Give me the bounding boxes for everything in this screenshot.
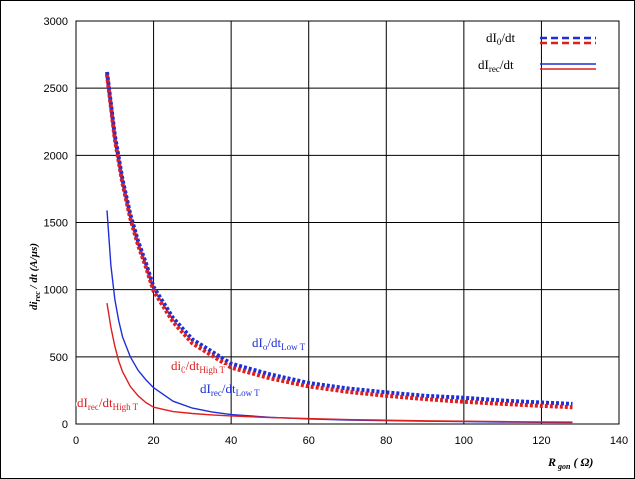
legend-label-1-rest: /dt	[500, 57, 514, 72]
x-tick-label-2: 40	[225, 435, 237, 447]
legend-label-0-rest: /dt	[501, 30, 515, 45]
x-tick-label-4: 80	[380, 435, 392, 447]
y-tick-label-1: 500	[50, 352, 68, 364]
series-line-0	[105, 71, 573, 406]
legend-label-0: dI0/dt	[486, 30, 515, 47]
series-line-3	[106, 302, 573, 423]
series-group	[105, 71, 573, 424]
annotation-0-sub2: Low T	[281, 342, 306, 352]
y-axis-label-main: di	[28, 301, 40, 311]
annotation-1: di0/dtHigh T	[171, 358, 225, 375]
x-axis-label: R gon ( Ω)	[547, 455, 593, 471]
annotation-0-sub: o	[263, 342, 268, 352]
y-axis-label-rest: / dt (A/µs)	[28, 243, 40, 291]
x-axis-label-rest: ( Ω)	[570, 455, 593, 469]
annotation-3-sub2: High T	[113, 402, 139, 412]
y-tick-label-0: 0	[62, 419, 68, 431]
axis-labels: direc / dt (A/µs)R gon ( Ω)	[28, 243, 593, 471]
annotation-1-main: di	[171, 358, 182, 373]
x-tick-label-0: 0	[73, 435, 79, 447]
y-axis-label: direc / dt (A/µs)	[28, 243, 42, 310]
annotation-2-sub2: Low T	[236, 388, 261, 398]
annotation-2-rest: /dt	[222, 381, 236, 396]
axis-ticks: 0 20 40 60 80 100 120 140 0 500 1000 1500 2000 2500 30…	[44, 16, 629, 447]
annotation-1-sub: 0	[181, 365, 186, 375]
x-tick-label-1: 20	[147, 435, 159, 447]
y-tick-label-3: 1500	[44, 218, 68, 230]
y-axis-label-sub: rec	[33, 291, 42, 302]
annotation-3-main: dI	[77, 395, 88, 410]
legend-label-1-sub: rec	[489, 64, 500, 74]
annotation-3: dIrec/dtHigh T	[77, 395, 139, 412]
x-tick-label-6: 120	[532, 435, 550, 447]
y-tick-label-6: 3000	[44, 16, 68, 28]
y-tick-label-5: 2500	[44, 83, 68, 95]
y-tick-label-4: 2000	[44, 150, 68, 162]
legend-label-1: dIrec/dt	[478, 57, 514, 74]
legend-label-0-main: dI	[486, 30, 497, 45]
legend-label-0-sub: 0	[497, 37, 502, 47]
legend-label-1-main: dI	[478, 57, 489, 72]
annotation-2: dIrec/dtLow T	[200, 381, 260, 398]
annotation-0: dIo/dtLow T	[252, 335, 306, 352]
annotation-3-rest: /dt	[99, 395, 113, 410]
annotation-2-main: dI	[200, 381, 211, 396]
annotation-0-rest: /dt	[267, 335, 281, 350]
annotation-3-sub: rec	[88, 402, 99, 412]
x-tick-label-5: 100	[455, 435, 473, 447]
x-tick-label-7: 140	[610, 435, 628, 447]
annotation-1-rest: /dt	[186, 358, 200, 373]
grid-lines	[76, 21, 619, 424]
annotation-1-sub2: High T	[199, 365, 225, 375]
plot-area	[75, 20, 620, 425]
x-axis-label-main: R	[547, 455, 556, 469]
y-tick-label-2: 1000	[44, 285, 68, 297]
annotation-0-main: dI	[252, 335, 263, 350]
x-axis-label-sub: gon	[556, 462, 571, 471]
series-line-2	[106, 210, 573, 424]
annotation-2-sub: rec	[211, 388, 222, 398]
series-line-1	[105, 74, 573, 410]
x-tick-label-3: 60	[303, 435, 315, 447]
